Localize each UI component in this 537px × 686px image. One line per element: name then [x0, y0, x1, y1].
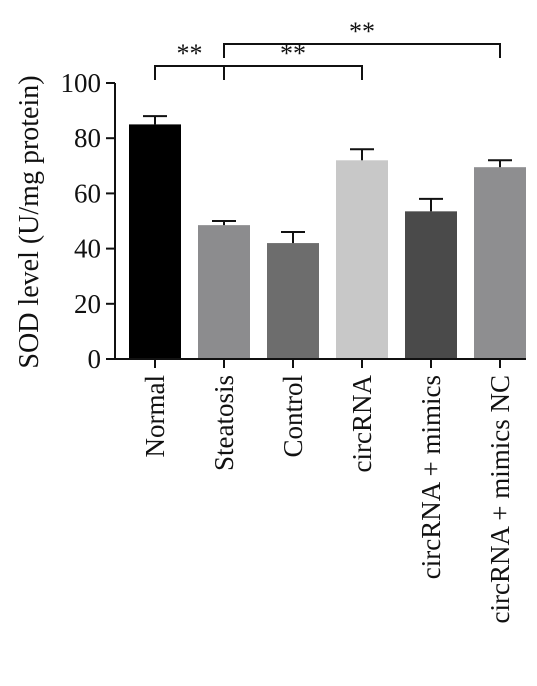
x-category-label: Steatosis [209, 375, 239, 471]
x-category-label: circRNA + mimics NC [485, 375, 515, 623]
y-tick-label: 20 [74, 289, 101, 319]
significance-label: ** [349, 17, 375, 46]
y-tick-label: 60 [74, 178, 101, 208]
bars [129, 124, 526, 360]
bar-2 [198, 225, 250, 359]
bar-4 [336, 160, 388, 359]
x-axis: Normal Steatosis Control circRNA circRNA + m… [115, 358, 526, 623]
y-axis-title: SOD level (U/mg protein) [14, 75, 45, 368]
significance-bracket [223, 65, 363, 80]
error-bars [143, 115, 512, 244]
y-tick-label: 0 [88, 344, 102, 374]
significance-bracket [223, 43, 501, 58]
y-axis: 0 20 40 60 80 100 [61, 68, 116, 374]
significance-label: ** [177, 39, 203, 68]
x-category-label: circRNA + mimics [416, 375, 446, 579]
bar-3 [267, 243, 319, 359]
bar-6 [474, 167, 526, 359]
significance-brackets: ** **** [154, 17, 501, 80]
x-category-label: circRNA [347, 375, 377, 473]
x-category-label: Normal [140, 375, 170, 457]
significance-bracket [154, 65, 225, 80]
bar-5 [405, 211, 457, 359]
y-tick-label: 40 [74, 234, 101, 264]
bar-1 [129, 124, 181, 360]
y-tick-label: 80 [74, 123, 101, 153]
y-tick-label: 100 [61, 68, 102, 98]
x-category-label: Control [278, 375, 308, 458]
